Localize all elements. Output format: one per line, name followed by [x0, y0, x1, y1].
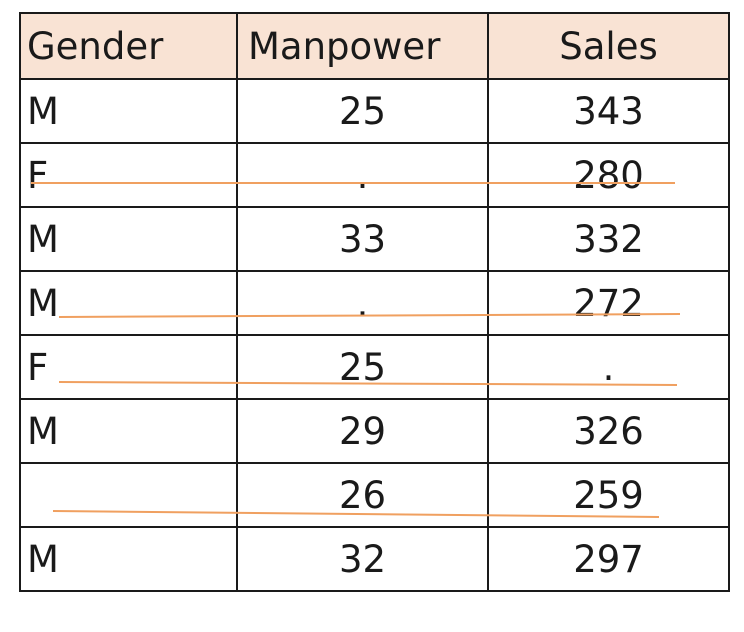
table-row: M 33 332 — [19, 206, 730, 272]
header-manpower: Manpower — [236, 12, 489, 80]
cell-manpower: 32 — [236, 526, 489, 592]
table-row: F 25 . — [19, 334, 730, 400]
table-row: M 29 326 — [19, 398, 730, 464]
cell-gender: M — [19, 78, 238, 144]
table-row: M . 272 — [19, 270, 730, 336]
header-sales: Sales — [487, 12, 730, 80]
cell-sales: 272 — [487, 270, 730, 336]
cell-sales: 280 — [487, 142, 730, 208]
cell-sales: 297 — [487, 526, 730, 592]
cell-gender: M — [19, 206, 238, 272]
cell-gender: M — [19, 398, 238, 464]
cell-manpower: 29 — [236, 398, 489, 464]
table-row: M 25 343 — [19, 78, 730, 144]
cell-gender — [19, 462, 238, 528]
cell-gender: M — [19, 270, 238, 336]
table-row: M 32 297 — [19, 526, 730, 592]
cell-sales: . — [487, 334, 730, 400]
cell-sales: 326 — [487, 398, 730, 464]
cell-gender: F — [19, 142, 238, 208]
cell-sales: 332 — [487, 206, 730, 272]
table-row: 26 259 — [19, 462, 730, 528]
table-body: M 25 343 F . 280 M 33 332 M . 272 F 25 — [19, 78, 730, 592]
cell-manpower: 25 — [236, 334, 489, 400]
cell-manpower: 25 — [236, 78, 489, 144]
data-table: Gender Manpower Sales M 25 343 F . 280 M… — [19, 12, 730, 592]
cell-sales: 343 — [487, 78, 730, 144]
cell-manpower: . — [236, 270, 489, 336]
data-table-sheet: Gender Manpower Sales M 25 343 F . 280 M… — [19, 12, 730, 620]
cell-manpower: 26 — [236, 462, 489, 528]
cell-manpower: . — [236, 142, 489, 208]
cell-sales: 259 — [487, 462, 730, 528]
cell-gender: F — [19, 334, 238, 400]
cell-manpower: 33 — [236, 206, 489, 272]
cell-gender: M — [19, 526, 238, 592]
header-gender: Gender — [19, 12, 238, 80]
table-row: F . 280 — [19, 142, 730, 208]
header-row: Gender Manpower Sales — [19, 12, 730, 80]
table-header: Gender Manpower Sales — [19, 12, 730, 80]
